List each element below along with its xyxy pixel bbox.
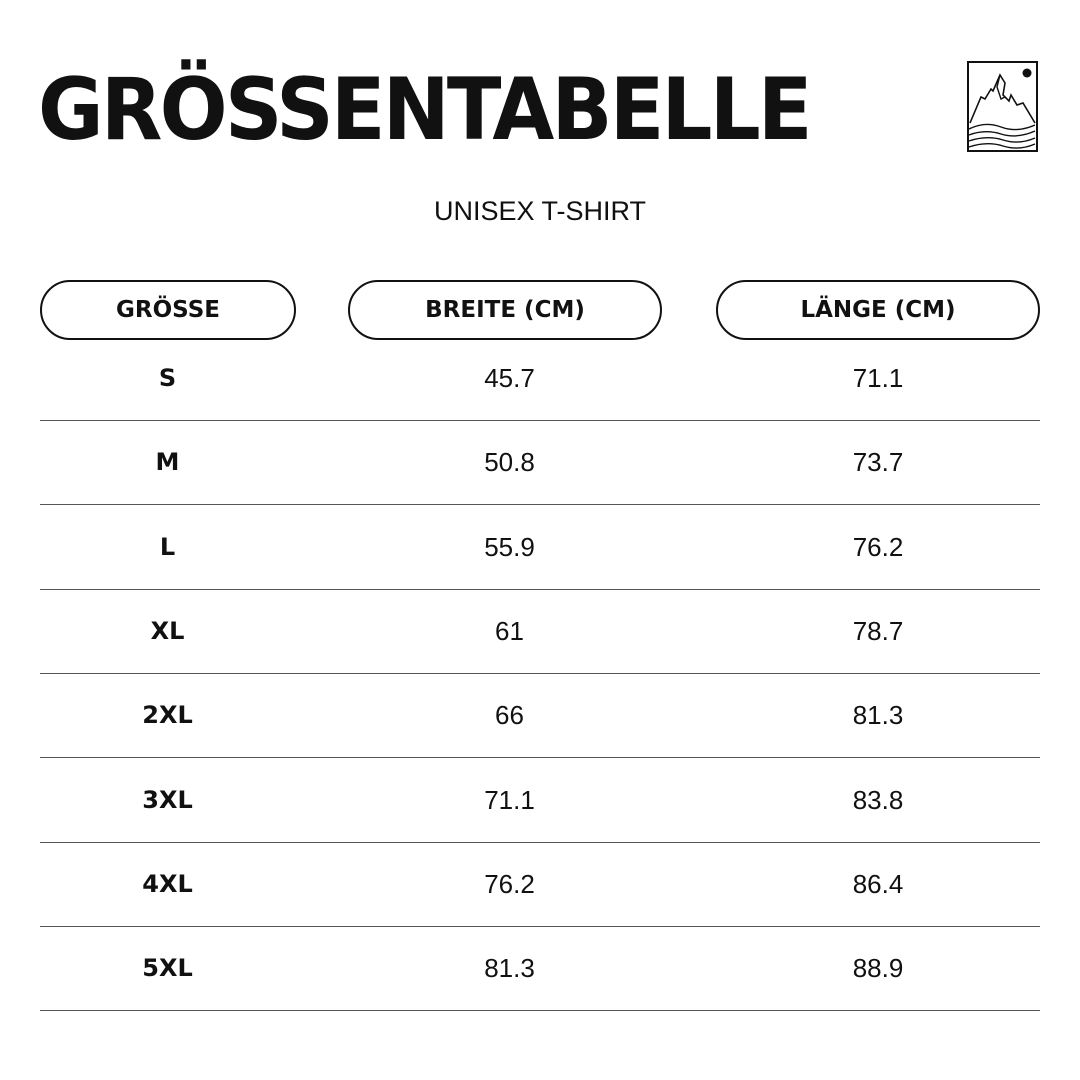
table-row: 4XL 76.2 86.4 (40, 842, 1040, 927)
width-cell: 76.2 (484, 868, 535, 899)
width-cell: 50.8 (484, 447, 535, 478)
table-row: L 55.9 76.2 (40, 505, 1040, 590)
size-cell: 5XL (142, 954, 193, 983)
length-cell: 73.7 (852, 447, 904, 478)
length-cell: 78.7 (852, 615, 904, 646)
length-cell: 81.3 (852, 700, 904, 731)
length-cell: 83.8 (852, 784, 904, 815)
size-cell: XL (150, 616, 185, 645)
length-cell: 88.9 (852, 953, 904, 984)
table-row: S 45.7 71.1 (40, 336, 1040, 421)
width-cell: 81.3 (484, 953, 535, 984)
size-cell: 2XL (142, 701, 193, 730)
width-cell: 45.7 (484, 363, 535, 393)
header-length: LÄNGE (CM) (716, 280, 1040, 340)
width-cell: 71.1 (484, 784, 535, 815)
width-cell: 61 (495, 615, 524, 646)
table-row: 5XL 81.3 88.9 (40, 926, 1040, 1012)
table-row: XL 61 78.7 (40, 589, 1040, 674)
table-row: 3XL 71.1 83.8 (40, 758, 1040, 843)
size-cell: S (158, 364, 177, 392)
header-width: BREITE (CM) (348, 280, 662, 340)
length-cell: 71.1 (852, 363, 904, 393)
width-cell: 66 (495, 700, 524, 731)
size-cell: 3XL (142, 785, 193, 814)
header-size: GRÖSSE (40, 280, 296, 340)
size-cell: 4XL (142, 869, 193, 898)
length-cell: 86.4 (852, 868, 904, 899)
table-row: M 50.8 73.7 (40, 420, 1040, 506)
table-row: 2XL 66 81.3 (40, 673, 1040, 759)
size-cell: L (159, 532, 176, 561)
product-subtitle: UNISEX T-SHIRT (433, 196, 647, 226)
page-title: GRÖSSENTABELLE (38, 60, 813, 160)
width-cell: 55.9 (484, 531, 535, 562)
length-cell: 76.2 (852, 531, 904, 562)
mountain-logo-icon (967, 61, 1038, 152)
size-cell: M (155, 448, 180, 477)
